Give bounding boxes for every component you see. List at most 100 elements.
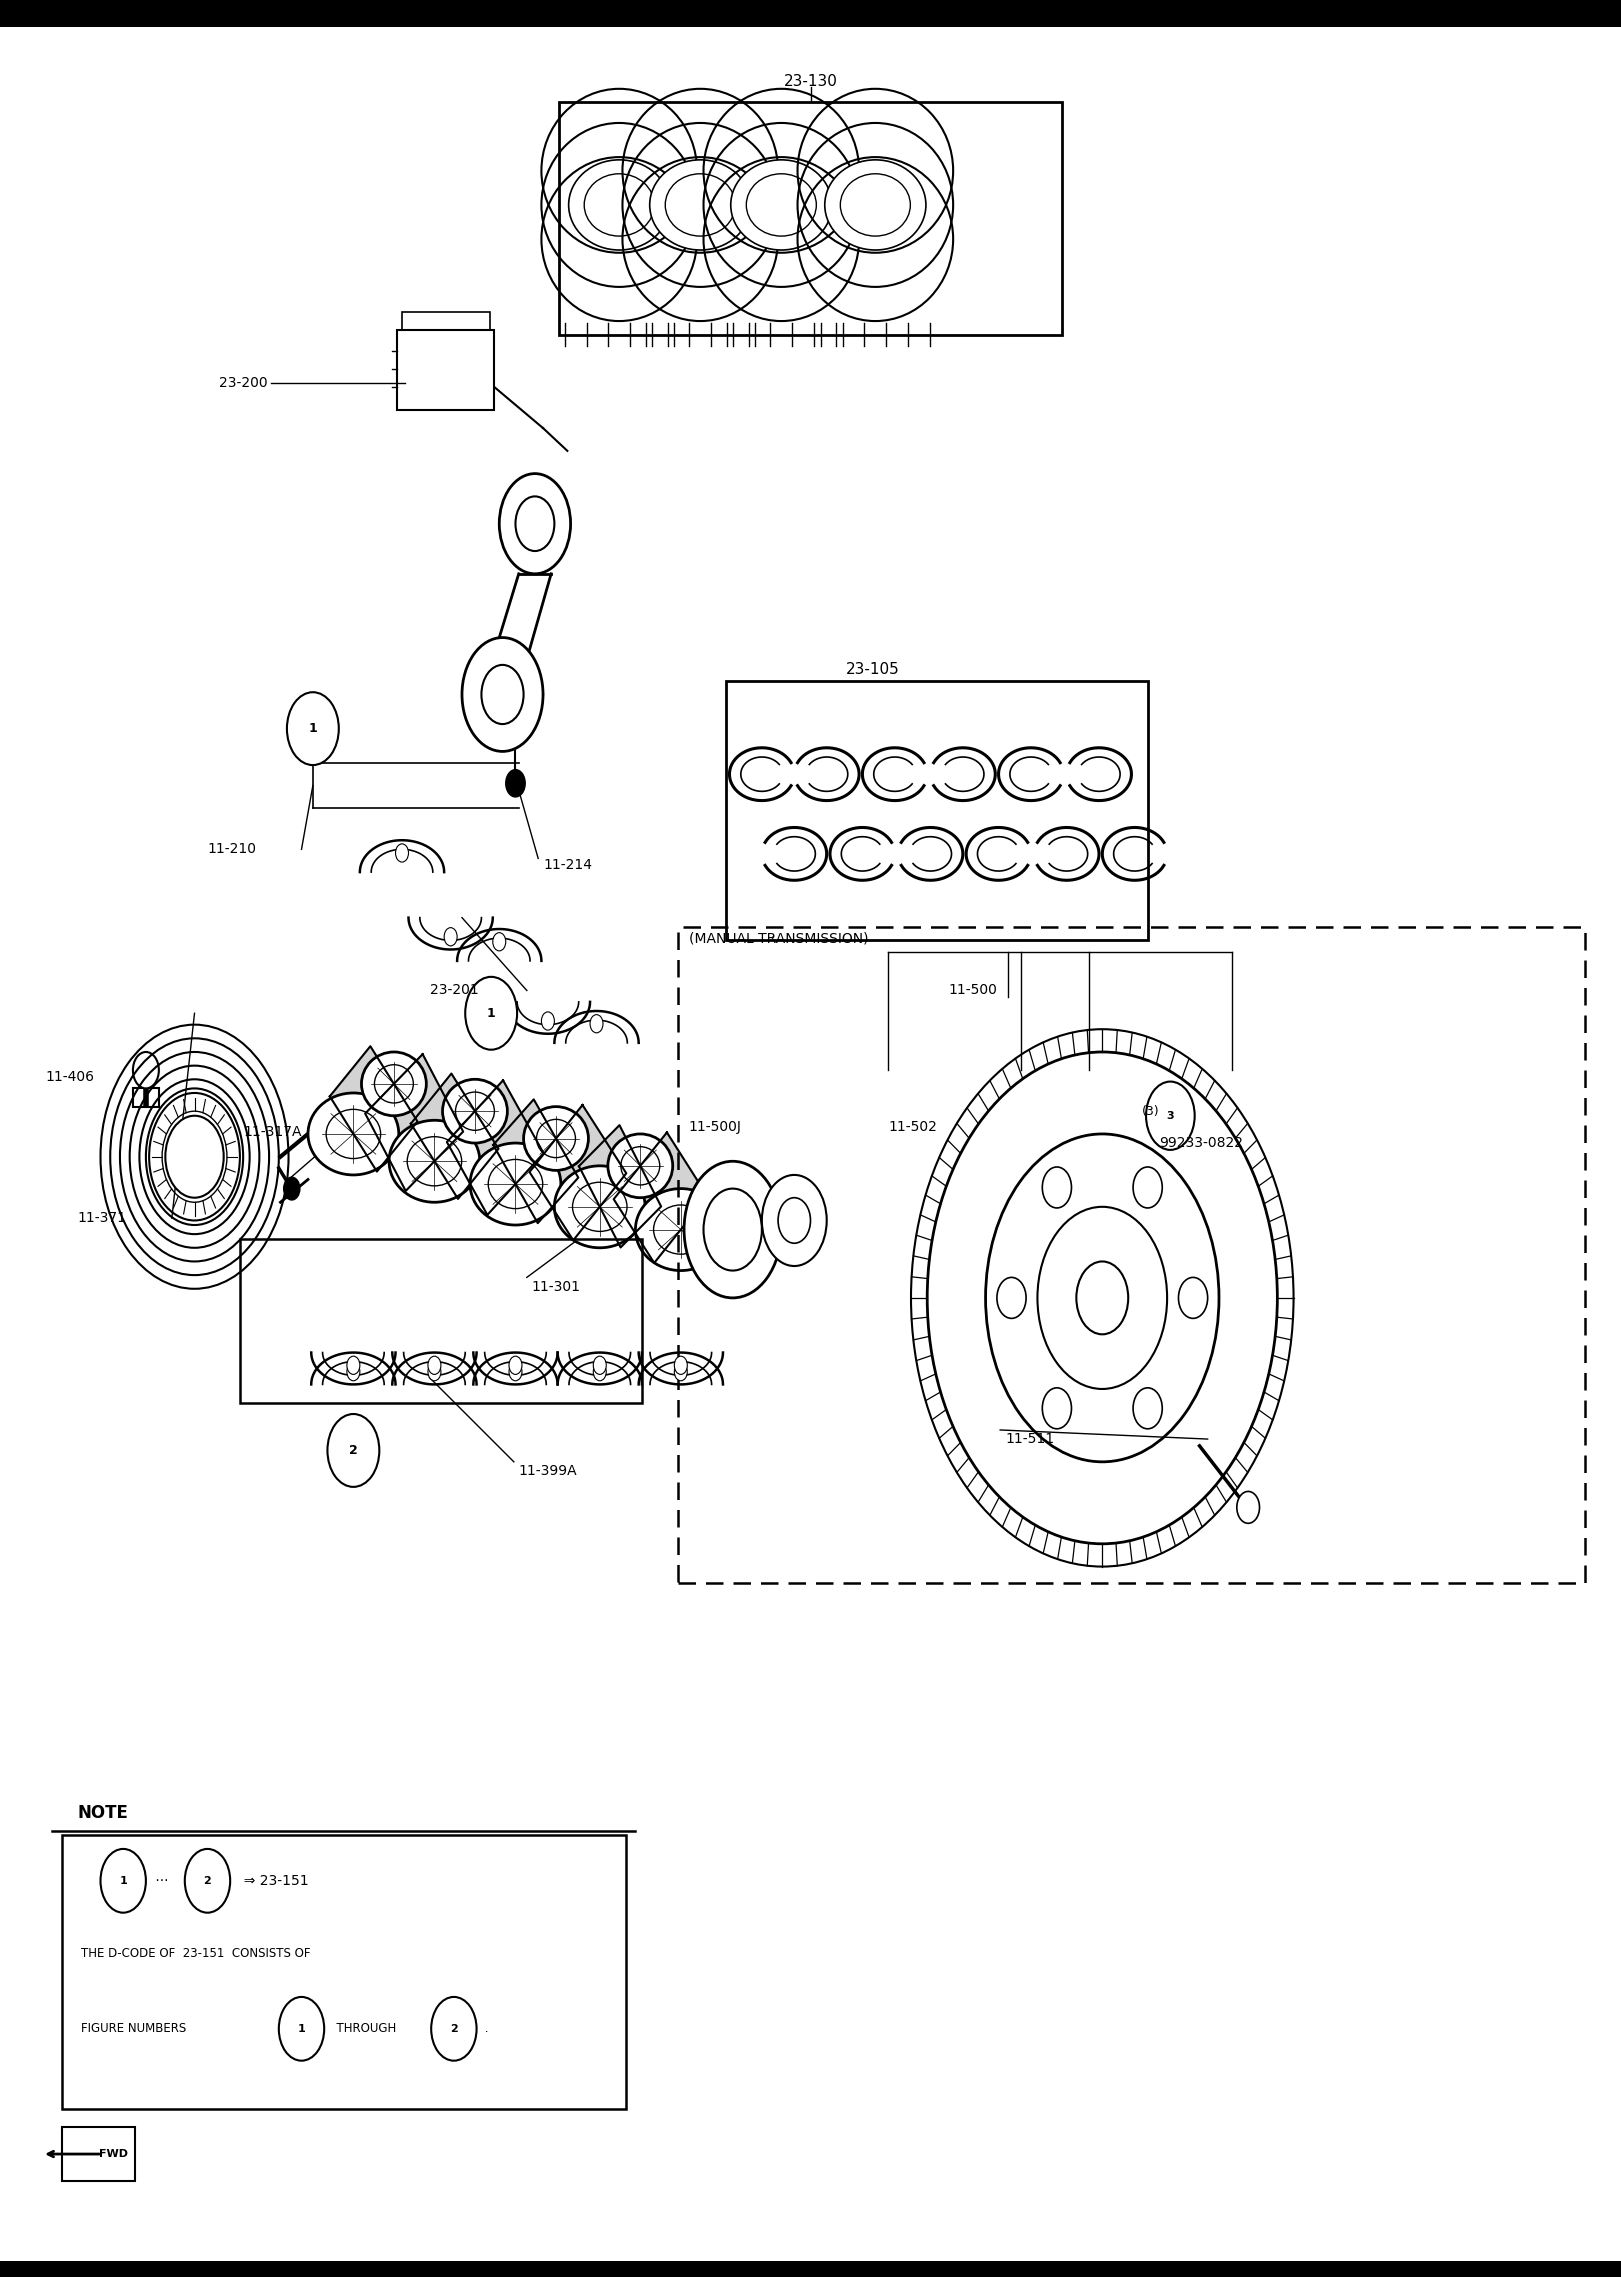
Circle shape	[1237, 1491, 1260, 1523]
Circle shape	[347, 1357, 360, 1375]
Circle shape	[778, 1198, 810, 1243]
Circle shape	[674, 1357, 687, 1375]
Circle shape	[1133, 1168, 1162, 1209]
Circle shape	[396, 845, 408, 863]
Circle shape	[509, 1357, 522, 1375]
Circle shape	[444, 927, 457, 945]
Text: 11-210: 11-210	[207, 842, 256, 856]
Ellipse shape	[569, 159, 669, 250]
Circle shape	[590, 1016, 603, 1034]
Text: 1: 1	[120, 1876, 126, 1885]
Circle shape	[762, 1175, 827, 1266]
Circle shape	[428, 1357, 441, 1375]
Polygon shape	[410, 1072, 499, 1200]
Ellipse shape	[554, 1166, 645, 1248]
Circle shape	[515, 496, 554, 551]
Ellipse shape	[308, 1093, 399, 1175]
Polygon shape	[447, 1079, 543, 1216]
Circle shape	[462, 638, 543, 751]
Circle shape	[1178, 1277, 1208, 1318]
Circle shape	[284, 1177, 300, 1200]
Circle shape	[704, 1189, 762, 1271]
Circle shape	[593, 1362, 606, 1380]
Ellipse shape	[470, 1143, 561, 1225]
Circle shape	[185, 1849, 230, 1913]
Polygon shape	[530, 1104, 626, 1241]
FancyBboxPatch shape	[0, 2261, 1621, 2277]
Polygon shape	[365, 1054, 464, 1191]
Text: NOTE: NOTE	[78, 1803, 128, 1822]
Text: 11-406: 11-406	[45, 1070, 94, 1084]
Text: 11-500: 11-500	[948, 984, 997, 997]
Ellipse shape	[825, 159, 926, 250]
Text: 11-399A: 11-399A	[519, 1464, 577, 1478]
Ellipse shape	[443, 1079, 507, 1143]
Ellipse shape	[524, 1107, 588, 1170]
Text: FIGURE NUMBERS: FIGURE NUMBERS	[81, 2022, 186, 2036]
Text: 11-214: 11-214	[543, 858, 592, 872]
Ellipse shape	[731, 159, 832, 250]
Text: 2: 2	[204, 1876, 211, 1885]
Circle shape	[1042, 1387, 1071, 1428]
Circle shape	[165, 1116, 224, 1198]
Text: (MANUAL TRANSMISSION): (MANUAL TRANSMISSION)	[689, 931, 869, 945]
Text: 11-511: 11-511	[1005, 1432, 1054, 1446]
Text: .: .	[481, 2022, 490, 2036]
Circle shape	[347, 1362, 360, 1380]
Circle shape	[1133, 1387, 1162, 1428]
Circle shape	[428, 1362, 441, 1380]
Circle shape	[465, 977, 517, 1050]
Text: 99233-0822: 99233-0822	[1159, 1136, 1243, 1150]
Circle shape	[133, 1052, 159, 1088]
Circle shape	[593, 1357, 606, 1375]
Text: 23-201: 23-201	[430, 984, 478, 997]
Text: ···: ···	[151, 1874, 172, 1888]
FancyBboxPatch shape	[0, 0, 1621, 27]
Circle shape	[509, 1362, 522, 1380]
Polygon shape	[579, 1125, 661, 1248]
Ellipse shape	[635, 1189, 726, 1271]
Polygon shape	[329, 1045, 418, 1173]
Text: 23-105: 23-105	[846, 663, 900, 676]
Circle shape	[481, 665, 524, 724]
Text: 23-200: 23-200	[219, 376, 267, 389]
Text: THE D-CODE OF  23-151  CONSISTS OF: THE D-CODE OF 23-151 CONSISTS OF	[81, 1947, 311, 1960]
Text: (3): (3)	[1141, 1104, 1159, 1118]
Text: 1: 1	[298, 2024, 305, 2033]
Circle shape	[1146, 1082, 1195, 1150]
Text: 11-502: 11-502	[888, 1120, 937, 1134]
Text: Diagram  PISTON, CRANKSHAFT & FLYWHEEL  for your 2009 Mazda MX-5 Miata: Diagram PISTON, CRANKSHAFT & FLYWHEEL fo…	[550, 7, 1071, 20]
Ellipse shape	[608, 1134, 673, 1198]
Text: ⇒ 23-151: ⇒ 23-151	[235, 1874, 308, 1888]
Ellipse shape	[361, 1052, 426, 1116]
Circle shape	[506, 770, 525, 797]
Text: 1: 1	[486, 1006, 496, 1020]
Circle shape	[101, 1849, 146, 1913]
Text: 1: 1	[308, 722, 318, 735]
Circle shape	[279, 1997, 324, 2061]
Text: 11-371: 11-371	[78, 1211, 126, 1225]
Polygon shape	[614, 1132, 707, 1264]
Circle shape	[327, 1414, 379, 1487]
Circle shape	[1042, 1168, 1071, 1209]
Ellipse shape	[650, 159, 751, 250]
Text: 3: 3	[1167, 1111, 1174, 1120]
Circle shape	[287, 692, 339, 765]
Text: 23-130: 23-130	[783, 75, 838, 89]
Text: 11-500J: 11-500J	[689, 1120, 742, 1134]
Circle shape	[499, 474, 571, 574]
Circle shape	[541, 1011, 554, 1029]
Text: 2: 2	[349, 1444, 358, 1457]
Polygon shape	[493, 1100, 579, 1223]
Circle shape	[431, 1997, 477, 2061]
Ellipse shape	[389, 1120, 480, 1202]
Circle shape	[493, 934, 506, 952]
Circle shape	[674, 1362, 687, 1380]
Text: FWD: FWD	[99, 2149, 128, 2159]
Circle shape	[997, 1277, 1026, 1318]
Text: 2: 2	[451, 2024, 457, 2033]
Circle shape	[684, 1161, 781, 1298]
Text: THROUGH: THROUGH	[329, 2022, 396, 2036]
Text: 11-317A: 11-317A	[243, 1125, 302, 1138]
Text: 11-301: 11-301	[532, 1280, 580, 1293]
